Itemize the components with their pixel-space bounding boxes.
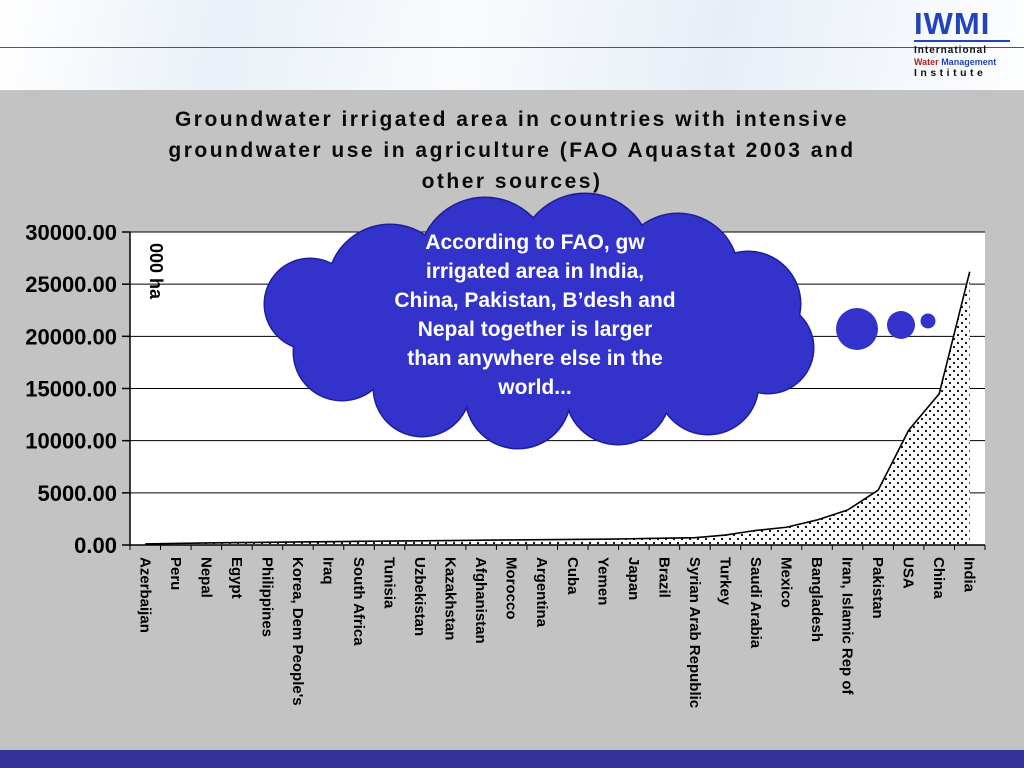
svg-text:30000.00: 30000.00 bbox=[25, 225, 117, 245]
svg-text:Japan: Japan bbox=[625, 557, 642, 600]
thought-bubble-callout: According to FAO, gw irrigated area in I… bbox=[250, 192, 970, 492]
callout-line: China, Pakistan, B’desh and bbox=[394, 289, 676, 312]
thought-dot-small bbox=[920, 313, 936, 329]
svg-text:Philippines: Philippines bbox=[258, 557, 275, 637]
logo-line-international: International bbox=[914, 45, 988, 56]
iwmi-logo: IWMI International Water Management Inst… bbox=[914, 6, 1010, 79]
footer-bar bbox=[0, 750, 1024, 768]
svg-text:Peru: Peru bbox=[167, 557, 184, 590]
thought-dot-medium bbox=[887, 311, 915, 339]
svg-text:Egypt: Egypt bbox=[228, 557, 245, 599]
logo-acronym: IWMI bbox=[914, 6, 991, 41]
title-line-1: Groundwater irrigated area in countries … bbox=[174, 108, 850, 131]
svg-text:Morocco: Morocco bbox=[503, 557, 520, 620]
title-line-3: other sources) bbox=[421, 170, 603, 193]
svg-text:Argentina: Argentina bbox=[533, 557, 550, 628]
svg-text:Kazakhstan: Kazakhstan bbox=[442, 557, 459, 640]
header-band: IWMI International Water Management Inst… bbox=[0, 0, 1024, 90]
svg-text:China: China bbox=[930, 557, 947, 599]
svg-text:25000.00: 25000.00 bbox=[25, 272, 117, 297]
svg-text:15000.00: 15000.00 bbox=[25, 377, 117, 402]
svg-text:20000.00: 20000.00 bbox=[25, 324, 117, 349]
svg-text:Yemen: Yemen bbox=[594, 557, 611, 605]
svg-text:Uzbekistan: Uzbekistan bbox=[411, 557, 428, 636]
callout-line: world... bbox=[498, 376, 572, 399]
cloud-shape bbox=[263, 192, 936, 450]
svg-text:South Africa: South Africa bbox=[350, 557, 367, 646]
svg-text:Korea, Dem People's: Korea, Dem People's bbox=[289, 557, 306, 706]
callout-line: Nepal together is larger bbox=[417, 318, 653, 341]
svg-text:Iran, Islamic Rep of: Iran, Islamic Rep of bbox=[839, 557, 856, 696]
logo-underline bbox=[914, 40, 1010, 42]
svg-text:Azerbaijan: Azerbaijan bbox=[136, 557, 153, 633]
svg-text:Cuba: Cuba bbox=[564, 557, 581, 595]
title-line-2: groundwater use in agriculture (FAO Aqua… bbox=[168, 139, 856, 162]
svg-text:Iraq: Iraq bbox=[319, 557, 336, 585]
svg-text:India: India bbox=[961, 557, 978, 593]
callout-line: than anywhere else in the bbox=[407, 347, 663, 370]
svg-text:Mexico: Mexico bbox=[778, 557, 795, 608]
callout-line: irrigated area in India, bbox=[425, 260, 645, 283]
svg-text:Syrian Arab Republic: Syrian Arab Republic bbox=[686, 557, 703, 708]
callout-line: According to FAO, gw bbox=[425, 231, 645, 254]
svg-text:Nepal: Nepal bbox=[197, 557, 214, 598]
svg-text:10000.00: 10000.00 bbox=[25, 429, 117, 454]
logo-line-institute: Institute bbox=[914, 66, 987, 79]
svg-text:Afghanistan: Afghanistan bbox=[472, 557, 489, 644]
svg-text:Brazil: Brazil bbox=[655, 557, 672, 598]
svg-text:Tunisia: Tunisia bbox=[381, 557, 398, 609]
logo-word-management: Management bbox=[941, 56, 997, 67]
thought-dot-large bbox=[836, 308, 878, 350]
svg-text:000 ha: 000 ha bbox=[146, 243, 166, 300]
svg-text:Turkey: Turkey bbox=[716, 557, 733, 606]
svg-text:Bangladesh: Bangladesh bbox=[808, 557, 825, 642]
slide-title: Groundwater irrigated area in countries … bbox=[50, 104, 974, 197]
header-divider-line bbox=[0, 47, 1024, 48]
svg-text:0.00: 0.00 bbox=[74, 533, 117, 558]
svg-text:USA: USA bbox=[900, 557, 917, 589]
svg-text:Pakistan: Pakistan bbox=[869, 557, 886, 619]
svg-text:5000.00: 5000.00 bbox=[37, 481, 117, 506]
svg-text:Saudi Arabia: Saudi Arabia bbox=[747, 557, 764, 649]
logo-line-water-management: Water Management bbox=[914, 57, 1010, 67]
logo-word-water: Water bbox=[914, 56, 939, 67]
callout-text: According to FAO, gw irrigated area in I… bbox=[316, 228, 754, 402]
